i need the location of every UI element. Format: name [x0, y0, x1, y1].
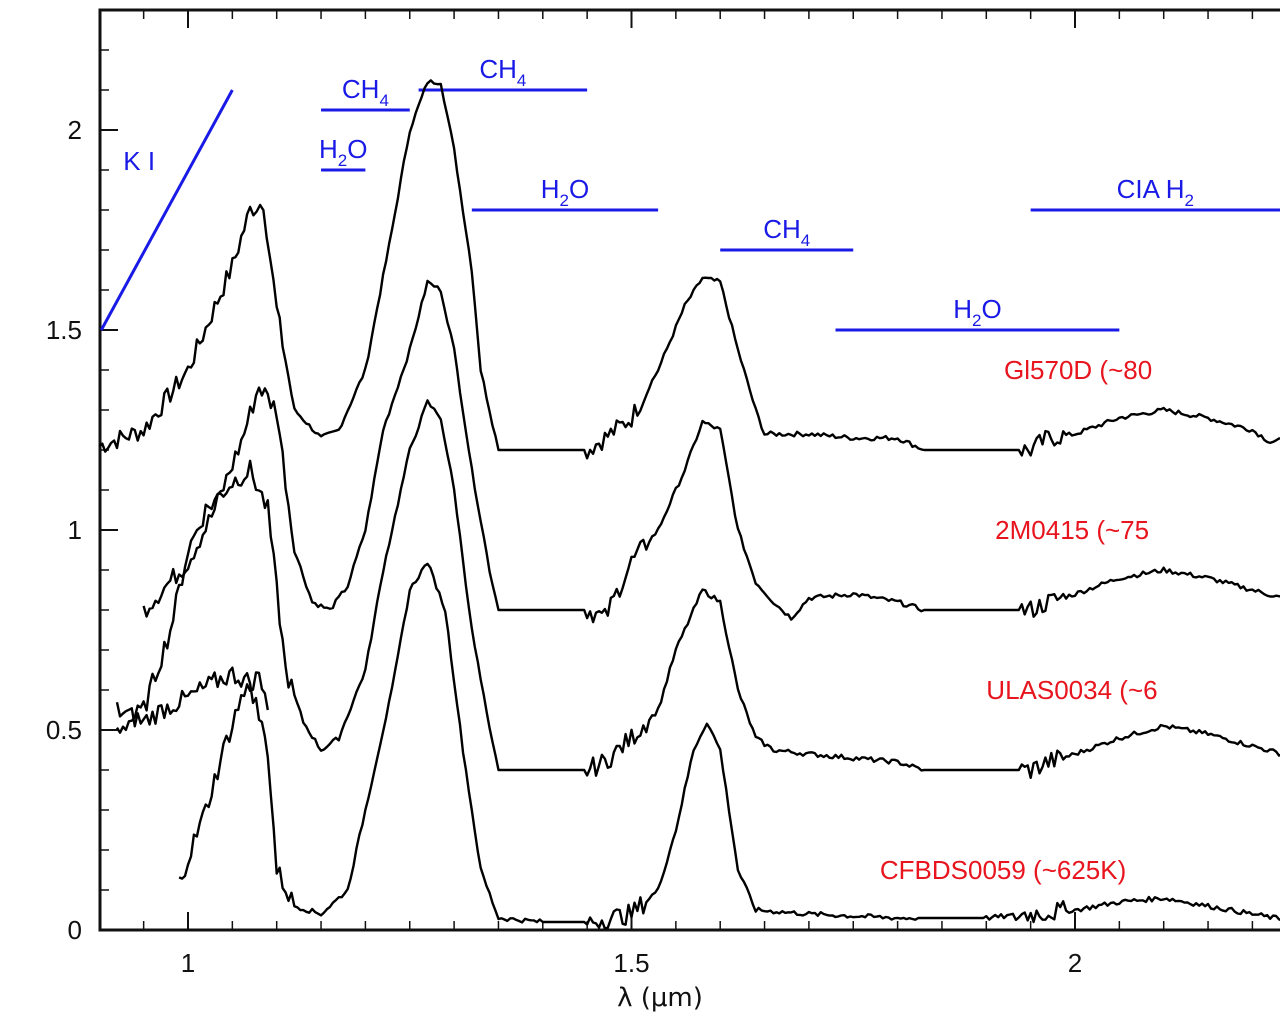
band-label: CH4 [763, 214, 810, 250]
band-label: CIA H2 [1117, 174, 1194, 210]
spectrum-line [98, 79, 1280, 460]
spectrum-labels: Gl570D (~80 2M0415 (~75 ULAS0034 (~6 CFBDS0… [880, 355, 1158, 885]
spectrum-line [178, 671, 269, 880]
spectrum-name-label: 2M0415 (~75 [995, 515, 1149, 545]
y-tick-label: 0 [68, 915, 82, 945]
y-tick-label: 1 [68, 515, 82, 545]
spectrum-name-label: CFBDS0059 (~625K) [880, 855, 1126, 885]
band-label: H2O [953, 294, 1001, 330]
band-label: H2O [319, 134, 367, 170]
y-tick-label: 2 [68, 115, 82, 145]
plot-axes: 0 0.5 1 1.5 2 1 1.5 2 λ (μm) [46, 8, 1280, 1013]
band-label: H2O [541, 174, 589, 210]
y-tick-label: 1.5 [46, 315, 82, 345]
band-label: CH4 [342, 74, 389, 110]
y-tick-label: 0.5 [46, 715, 82, 745]
plot-frame [98, 8, 1280, 932]
spectrum-name-label: Gl570D (~80 [1004, 355, 1152, 385]
band-label-ki: K I [123, 146, 155, 176]
spectrum-line [142, 279, 1280, 624]
band-line-ki [99, 89, 234, 331]
x-tick-label: 2 [1068, 948, 1082, 978]
band-label: CH4 [479, 54, 526, 90]
x-axis-label: λ (μm) [617, 983, 703, 1013]
absorption-bands: K I CH4 H2O CH4 H2O CH4 H2O CIA H2 [99, 54, 1280, 332]
spectrum-line [115, 562, 1280, 930]
spectra-series [98, 79, 1280, 930]
spectrum-line [115, 399, 1280, 779]
x-tick-label: 1 [181, 948, 195, 978]
x-tick-label: 1.5 [613, 948, 649, 978]
spectrum-name-label: ULAS0034 (~6 [986, 675, 1157, 705]
